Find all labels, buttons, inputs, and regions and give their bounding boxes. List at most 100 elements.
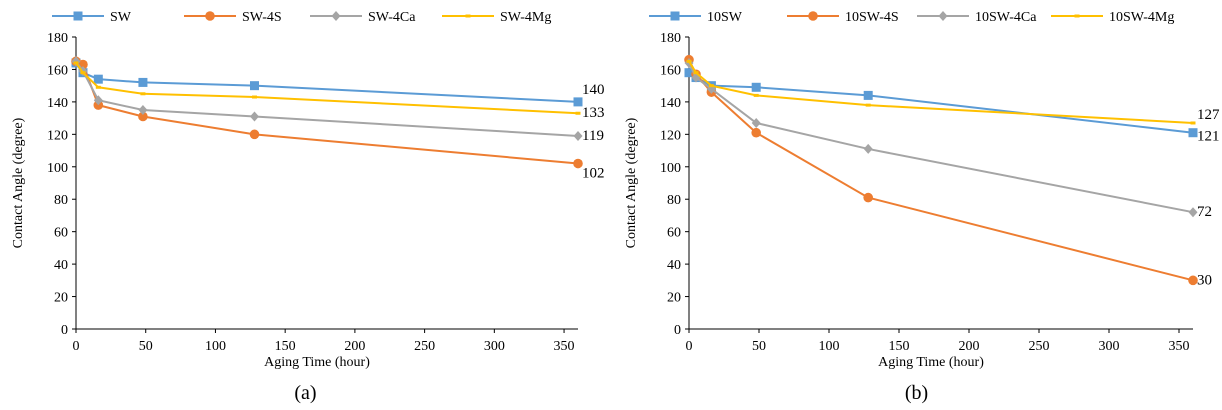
legend-marker — [205, 11, 215, 21]
x-tick-label: 50 — [139, 339, 153, 354]
legend-marker — [73, 11, 83, 21]
data-point — [1188, 128, 1198, 138]
data-label: 140 — [582, 82, 605, 98]
series-10sw: 121 — [684, 68, 1220, 145]
series-line — [688, 71, 1194, 134]
series-line — [75, 62, 579, 103]
y-tick-label: 100 — [660, 161, 681, 176]
panel-label-b: (b) — [904, 382, 929, 404]
data-point — [708, 84, 714, 88]
series-sw-4mg: 133 — [73, 61, 605, 121]
x-tick-label: 350 — [1169, 339, 1190, 354]
legend-label: 10SW-4Mg — [1109, 10, 1174, 25]
data-point — [1188, 275, 1198, 286]
legend: 10SW 10SW-4S 10SW-4Ca 10SW-4Mg — [649, 10, 1174, 25]
series-line — [688, 59, 1194, 282]
legend-marker — [808, 11, 818, 21]
chart-panel-b: 0 20 40 60 80 100 120 140 160 180 0 50 100 150 200 250 3… — [611, 0, 1222, 410]
legend-item: 10SW-4Mg — [1051, 10, 1174, 25]
y-tick-label: 180 — [47, 31, 68, 46]
data-point — [71, 56, 81, 67]
series-10sw-4ca: 72 — [684, 57, 1212, 220]
series-line — [75, 62, 579, 115]
y-tick-label: 80 — [667, 193, 681, 208]
panel-label-a: (a) — [294, 382, 317, 404]
series-10sw-4s: 30 — [684, 54, 1212, 288]
x-tick-label: 0 — [686, 339, 693, 354]
legend-label: SW-4S — [242, 10, 282, 25]
x-tick-label: 150 — [275, 339, 296, 354]
chart-panel-a: 0 20 40 60 80 100 120 140 160 180 0 50 100 150 200 250 3… — [11, 10, 605, 404]
legend-item: 10SW-4S — [787, 10, 899, 25]
legend-marker — [1074, 14, 1080, 18]
data-point — [573, 158, 583, 169]
y-tick-label: 40 — [667, 258, 681, 273]
data-point — [93, 74, 103, 84]
legend-label: 10SW — [707, 10, 743, 25]
data-label: 72 — [1197, 204, 1212, 220]
x-tick-label: 250 — [414, 339, 435, 354]
data-point — [249, 111, 259, 122]
data-point — [140, 92, 146, 96]
x-tick-label: 0 — [73, 339, 80, 354]
data-point — [138, 105, 148, 115]
legend-item: SW-4Ca — [310, 10, 416, 25]
data-point — [251, 95, 257, 99]
data-point — [93, 95, 103, 106]
data-point — [249, 129, 260, 140]
legend: SW SW-4S SW-4Ca SW-4Mg — [52, 10, 551, 25]
data-point — [573, 97, 583, 107]
y-tick-label: 120 — [47, 128, 68, 143]
y-tick-label: 0 — [61, 323, 68, 338]
data-point — [865, 103, 871, 107]
x-axis-title: Aging Time (hour) — [878, 355, 984, 370]
legend-marker — [465, 14, 471, 18]
y-tick-label: 100 — [47, 161, 68, 176]
y-tick-label: 140 — [47, 96, 68, 111]
data-point — [751, 117, 761, 128]
data-point — [95, 85, 101, 89]
data-point — [693, 71, 699, 75]
data-point — [684, 68, 694, 78]
x-tick-label: 150 — [889, 339, 910, 354]
legend-label: 10SW-4Ca — [975, 10, 1037, 25]
legend-marker — [331, 11, 341, 21]
x-tick-label: 200 — [344, 339, 365, 354]
y-tick-label: 140 — [660, 96, 681, 111]
legend-label: SW-4Mg — [500, 10, 551, 25]
x-tick-label: 300 — [1099, 339, 1120, 354]
data-point — [863, 90, 873, 100]
data-point — [1190, 121, 1196, 125]
y-tick-label: 60 — [667, 226, 681, 241]
x-axis-title: Aging Time (hour) — [264, 355, 370, 370]
y-tick-label: 20 — [54, 291, 68, 306]
y-tick-label: 0 — [674, 323, 681, 338]
y-tick-label: 160 — [660, 63, 681, 78]
data-point — [753, 93, 759, 97]
y-tick-label: 60 — [54, 226, 68, 241]
series-10sw-4mg: 127 — [686, 59, 1220, 125]
chart-a-svg: 0 20 40 60 80 100 120 140 160 180 0 50 100 150 200 250 3… — [11, 10, 605, 370]
legend-item: SW-4S — [184, 10, 282, 25]
legend-item: 10SW-4Ca — [917, 10, 1037, 25]
x-tick-label: 50 — [752, 339, 766, 354]
y-axis-title: Contact Angle (degree) — [624, 117, 639, 248]
x-tick-label: 100 — [205, 339, 226, 354]
chart-b-svg: 0 20 40 60 80 100 120 140 160 180 0 50 100 150 200 250 3… — [624, 10, 1220, 370]
data-point — [73, 61, 79, 65]
data-label: 102 — [582, 166, 605, 182]
legend-label: SW-4Ca — [368, 10, 416, 25]
data-label: 127 — [1197, 107, 1220, 123]
legend-label: 10SW-4S — [845, 10, 899, 25]
data-point — [863, 192, 873, 203]
x-tick-label: 250 — [1029, 339, 1050, 354]
series-sw-4s: 102 — [71, 56, 605, 182]
data-point — [80, 71, 86, 75]
series-sw: 140 — [71, 58, 605, 107]
data-label: 133 — [582, 105, 605, 121]
data-label: 121 — [1197, 129, 1220, 145]
series-line — [688, 60, 1194, 124]
legend-item: SW-4Mg — [442, 10, 551, 25]
data-point — [863, 143, 873, 154]
y-tick-label: 180 — [660, 31, 681, 46]
